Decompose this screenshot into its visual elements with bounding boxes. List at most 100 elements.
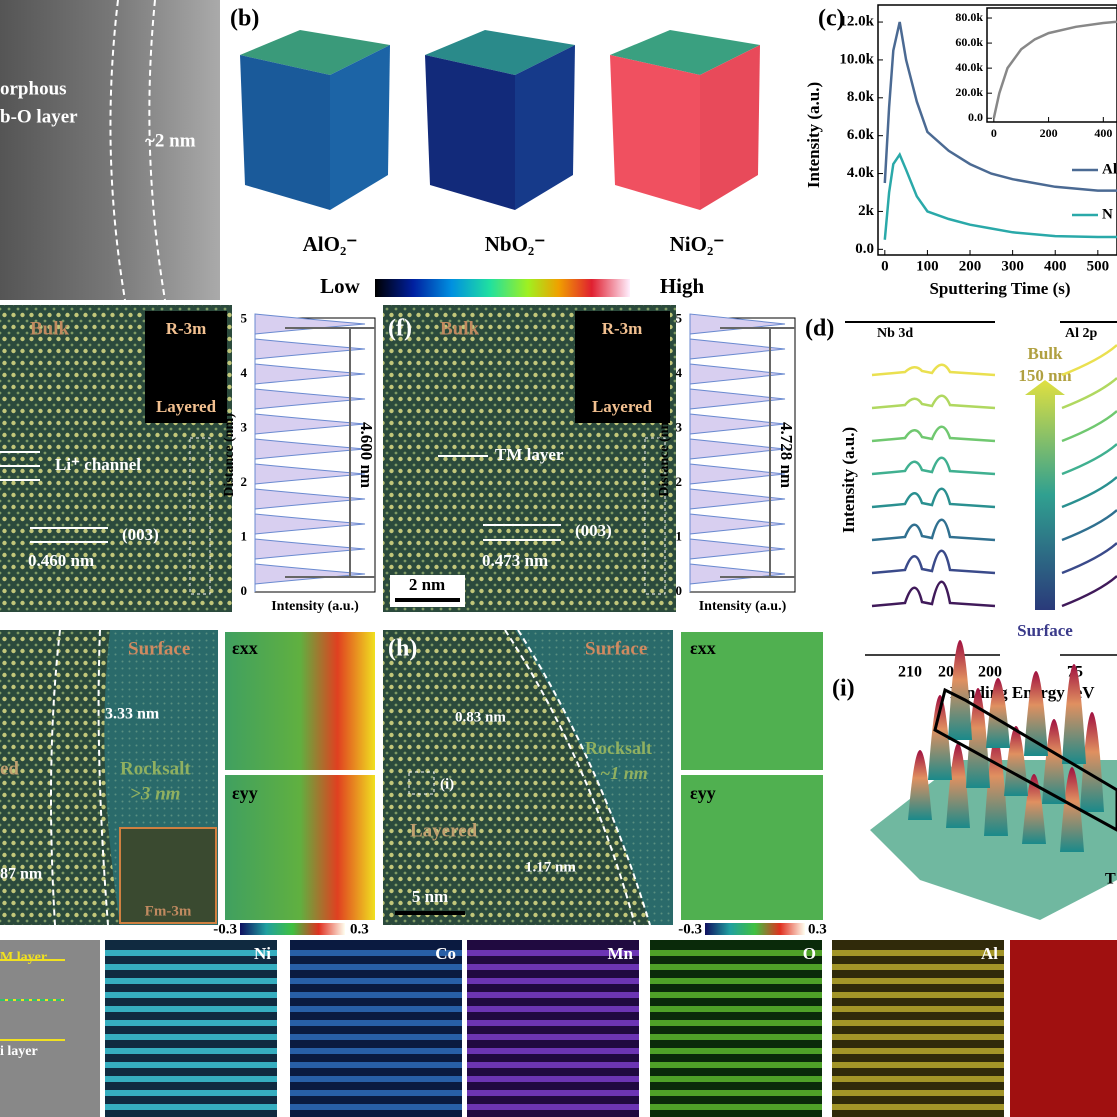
peak [948, 640, 972, 740]
stripe [105, 1104, 277, 1110]
stripe [467, 1048, 639, 1054]
stripe [832, 1062, 1004, 1068]
spectrum [1061, 377, 1117, 410]
spectrum [871, 549, 996, 575]
spectrum [1061, 542, 1117, 575]
spectrum [871, 487, 996, 509]
stripe [650, 1104, 822, 1110]
cubes [240, 30, 760, 210]
eds-map [1010, 940, 1117, 1117]
stripe [105, 1034, 277, 1040]
spectrum [1061, 509, 1117, 542]
y-tick-label: 12.0k [839, 13, 874, 29]
tick-label: 5 [676, 310, 683, 325]
label: -0.3 [213, 921, 237, 937]
label: εxx [690, 638, 716, 658]
box [189, 437, 211, 595]
haadf [0, 940, 100, 1117]
label: Rocksalt [120, 758, 191, 779]
stripe [290, 1020, 462, 1026]
label: Surface [1017, 621, 1073, 640]
stripe [105, 978, 277, 984]
label: 0.83 nm [455, 709, 506, 725]
x-tick-label: 400 [1044, 258, 1067, 274]
stripe [290, 1090, 462, 1096]
tick-label: 0 [676, 583, 683, 598]
panel-label: (d) [805, 316, 834, 342]
spectrum [1061, 476, 1117, 509]
profile [689, 313, 786, 592]
stripe [832, 964, 1004, 970]
stripe [467, 1006, 639, 1012]
stripe [467, 1104, 639, 1110]
scale-label: 2 nm [409, 575, 445, 594]
stripe [650, 1048, 822, 1054]
stripe [290, 1006, 462, 1012]
x-axis-label: Binding Energy (eV [950, 683, 1095, 702]
strain-map [681, 775, 823, 920]
label: Li⁺ channel [55, 455, 141, 474]
y-tick-label: 20.0k [955, 85, 983, 99]
peak [1042, 719, 1066, 804]
label: Bulk [30, 318, 70, 339]
fft [575, 311, 670, 423]
x-tick-label: 200 [959, 258, 982, 274]
stripe [290, 1062, 462, 1068]
stripe [105, 1062, 277, 1068]
stripe [832, 1090, 1004, 1096]
x-tick-label: 0 [881, 258, 889, 274]
cube-label: NiO₂⁻ [670, 232, 725, 256]
lines [483, 524, 561, 541]
label: -0.3 [678, 921, 702, 937]
inset [119, 827, 217, 924]
colorbar [705, 923, 805, 935]
stripe [467, 1034, 639, 1040]
y-axis-label: Distance (nm) [222, 413, 237, 497]
label: Bulk [440, 318, 480, 339]
label: ~1 nm [600, 763, 648, 783]
label: 1.17 nm [525, 859, 576, 875]
tick-label: 3 [676, 419, 683, 434]
boundary [50, 629, 109, 926]
stripe [105, 1006, 277, 1012]
label: R-3m [602, 319, 643, 338]
label: b-O layer [0, 106, 78, 127]
fft [145, 311, 227, 423]
y-tick-label: 60.0k [955, 35, 983, 49]
legend-label: N [1102, 206, 1113, 222]
legend-label: Al [1102, 161, 1117, 177]
peak [1060, 767, 1084, 852]
tick-label: 1 [241, 528, 248, 543]
arrow [285, 327, 375, 578]
stripe [105, 964, 277, 970]
box [644, 437, 666, 595]
line [992, 20, 1117, 119]
y-axis-label: Intensity (a.u.) [839, 427, 858, 533]
label: 4.600 nm [357, 422, 376, 488]
stripe [105, 992, 277, 998]
stripe [467, 950, 639, 956]
stripe [650, 1062, 822, 1068]
label: Al 2p [1065, 326, 1098, 341]
tick-label: 0 [241, 583, 248, 598]
boundary [109, 0, 166, 301]
spectrum [1061, 344, 1117, 377]
tick-label: 210 [898, 664, 922, 681]
spectrum [1061, 443, 1117, 476]
stripe [650, 992, 822, 998]
colorbar [375, 279, 630, 297]
tick-label: 3 [241, 419, 248, 434]
label: εyy [690, 783, 716, 803]
label: (003) [122, 525, 159, 544]
tick-label: 4 [676, 365, 683, 380]
panel-label: (i) [832, 676, 855, 702]
spectrum [871, 363, 996, 377]
stripe [650, 1076, 822, 1082]
profile: 4.600 nm 0 1 2 3 4 5 Distance (nm) Intensity (a.… [222, 310, 376, 614]
y-axis-label: Intensity (a.u.) [804, 82, 823, 188]
label: Fm-3m [145, 903, 192, 919]
spectrum [1061, 575, 1117, 608]
profile [254, 313, 366, 592]
colorbar-label: High [660, 274, 705, 298]
